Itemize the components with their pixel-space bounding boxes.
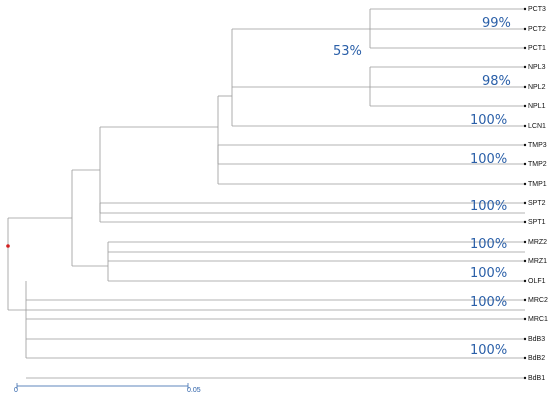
leaf-label-spt1: SPT1	[528, 219, 546, 226]
leaf-label-bdb1: BdB1	[528, 375, 545, 382]
leaf-label-pct1: PCT1	[528, 45, 546, 52]
support-npl-group: 100%	[470, 113, 507, 128]
leaf-dot	[523, 124, 527, 128]
leaf-label-pct2: PCT2	[528, 26, 546, 33]
leaf-label-mrz1: MRZ1	[528, 258, 547, 265]
leaf-dot	[523, 182, 527, 186]
scale-bar: 0 0.05	[14, 383, 201, 394]
leaf-label-spt2: SPT2	[528, 200, 546, 207]
leaf-label-npl1: NPL1	[528, 103, 546, 110]
leaf-dot	[523, 220, 527, 224]
support-tmp-group: 100%	[470, 152, 507, 167]
leaf-dot	[523, 279, 527, 283]
leaf-label-tmp2: TMP2	[528, 161, 547, 168]
support-values: 99% 53% 98% 100% 100% 100% 100% 100% 100…	[333, 16, 511, 358]
leaf-dot	[523, 143, 527, 147]
leaf-dot	[523, 85, 527, 89]
leaf-dot	[523, 376, 527, 380]
support-mrz-group: 100%	[470, 237, 507, 252]
leaf-label-olf1: OLF1	[528, 278, 546, 285]
leaf-label-lcn1: LCN1	[528, 123, 546, 130]
leaf-label-mrc2: MRC2	[528, 297, 548, 304]
leaf-dot	[523, 259, 527, 263]
leaf-dot	[523, 337, 527, 341]
leaf-labels: PCT3 PCT2 PCT1 NPL3 NPL2 NPL1 LCN1 TMP3 …	[528, 6, 548, 382]
root-node-marker	[6, 244, 10, 248]
scale-bar-end-label: 0.05	[187, 387, 201, 394]
support-bdb-group: 100%	[470, 343, 507, 358]
tree-branches	[7, 8, 525, 379]
leaf-dot	[523, 201, 527, 205]
support-pct-clade: 99%	[482, 16, 511, 31]
support-olf-group: 100%	[470, 266, 507, 281]
leaf-label-npl2: NPL2	[528, 84, 546, 91]
leaf-dot	[523, 46, 527, 50]
leaf-label-mrc1: MRC1	[528, 316, 548, 323]
leaf-label-tmp1: TMP1	[528, 181, 547, 188]
leaf-dot	[523, 356, 527, 360]
leaf-dot	[523, 104, 527, 108]
leaf-label-bdb2: BdB2	[528, 355, 545, 362]
leaf-dot	[523, 7, 527, 11]
support-spt-group: 100%	[470, 199, 507, 214]
leaf-label-tmp3: TMP3	[528, 142, 547, 149]
scale-bar-start-label: 0	[14, 387, 18, 394]
leaf-dot	[523, 298, 527, 302]
leaf-dot	[523, 240, 527, 244]
support-mrc-group: 100%	[470, 295, 507, 310]
support-npl-pair: 98%	[482, 74, 511, 89]
leaf-markers	[523, 7, 527, 380]
leaf-label-npl3: NPL3	[528, 64, 546, 71]
leaf-dot	[523, 27, 527, 31]
leaf-label-pct3: PCT3	[528, 6, 546, 13]
leaf-dot	[523, 317, 527, 321]
leaf-label-bdb3: BdB3	[528, 336, 545, 343]
leaf-dot	[523, 65, 527, 69]
leaf-label-mrz2: MRZ2	[528, 239, 547, 246]
support-npl-lcn-clade: 53%	[333, 44, 362, 59]
leaf-dot	[523, 162, 527, 166]
